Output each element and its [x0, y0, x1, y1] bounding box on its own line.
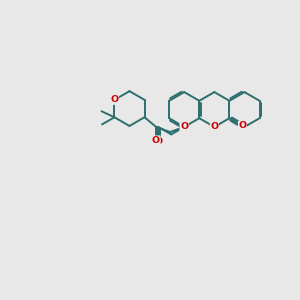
Text: O: O — [154, 137, 162, 146]
Text: O: O — [180, 122, 188, 131]
Text: O: O — [180, 122, 188, 131]
Text: O: O — [152, 136, 160, 145]
Text: O: O — [110, 95, 118, 104]
Text: O: O — [210, 122, 218, 131]
Text: O: O — [238, 121, 247, 130]
